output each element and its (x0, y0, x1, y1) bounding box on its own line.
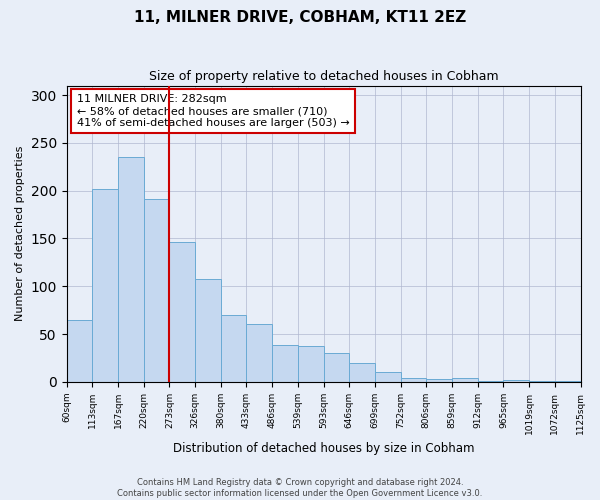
Bar (221, 315, 247, 382)
Y-axis label: Number of detached properties: Number of detached properties (15, 146, 25, 322)
Bar (169, 242, 195, 382)
Bar (247, 324, 272, 382)
Bar (349, 362, 375, 382)
Bar (323, 353, 349, 382)
Bar (503, 380, 529, 382)
Bar (529, 381, 555, 382)
Text: 11, MILNER DRIVE, COBHAM, KT11 2EZ: 11, MILNER DRIVE, COBHAM, KT11 2EZ (134, 10, 466, 25)
Bar (401, 378, 427, 382)
Bar (67, 320, 92, 382)
Text: Contains HM Land Registry data © Crown copyright and database right 2024.
Contai: Contains HM Land Registry data © Crown c… (118, 478, 482, 498)
Title: Size of property relative to detached houses in Cobham: Size of property relative to detached ho… (149, 70, 499, 83)
Bar (452, 378, 478, 382)
X-axis label: Distribution of detached houses by size in Cobham: Distribution of detached houses by size … (173, 442, 475, 455)
Bar (478, 381, 503, 382)
Bar (118, 157, 144, 382)
Bar (195, 278, 221, 382)
Bar (144, 200, 169, 382)
Bar (298, 346, 323, 382)
Text: 11 MILNER DRIVE: 282sqm
← 58% of detached houses are smaller (710)
41% of semi-d: 11 MILNER DRIVE: 282sqm ← 58% of detache… (77, 94, 350, 128)
Bar (272, 344, 298, 382)
Bar (555, 381, 581, 382)
Bar (375, 372, 401, 382)
Bar (427, 379, 452, 382)
Bar (92, 189, 118, 382)
